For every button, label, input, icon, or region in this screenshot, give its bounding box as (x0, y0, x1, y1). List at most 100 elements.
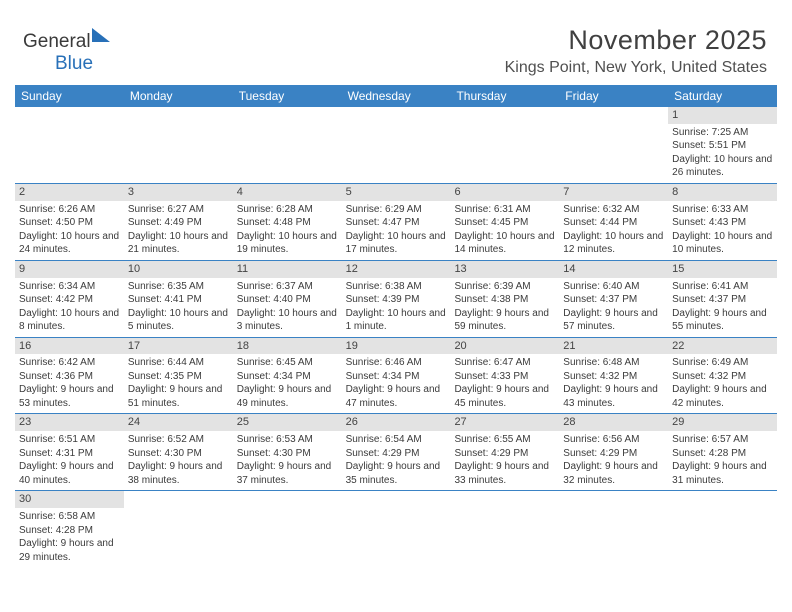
day-cell: 29Sunrise: 6:57 AMSunset: 4:28 PMDayligh… (668, 414, 777, 490)
day-number: 21 (559, 338, 668, 355)
day-cell: 3Sunrise: 6:27 AMSunset: 4:49 PMDaylight… (124, 184, 233, 260)
day-cell (450, 491, 559, 567)
daylight-text: Daylight: 10 hours and 17 minutes. (346, 230, 447, 257)
day-cell: 14Sunrise: 6:40 AMSunset: 4:37 PMDayligh… (559, 261, 668, 337)
day-body: Sunrise: 6:29 AMSunset: 4:47 PMDaylight:… (342, 201, 451, 260)
sunset-text: Sunset: 4:38 PM (454, 293, 555, 307)
day-number: 27 (450, 414, 559, 431)
sunset-text: Sunset: 4:29 PM (454, 447, 555, 461)
sunset-text: Sunset: 4:34 PM (346, 370, 447, 384)
daylight-text: Daylight: 10 hours and 19 minutes. (237, 230, 338, 257)
day-number: 24 (124, 414, 233, 431)
day-body: Sunrise: 6:51 AMSunset: 4:31 PMDaylight:… (15, 431, 124, 490)
day-body: Sunrise: 6:58 AMSunset: 4:28 PMDaylight:… (15, 508, 124, 567)
sunrise-text: Sunrise: 6:34 AM (19, 280, 120, 294)
calendar: Sunday Monday Tuesday Wednesday Thursday… (15, 85, 777, 567)
day-cell: 20Sunrise: 6:47 AMSunset: 4:33 PMDayligh… (450, 338, 559, 414)
location: Kings Point, New York, United States (505, 59, 767, 77)
day-number: 2 (15, 184, 124, 201)
sail-icon (92, 28, 110, 42)
sunset-text: Sunset: 4:43 PM (672, 216, 773, 230)
sunset-text: Sunset: 4:44 PM (563, 216, 664, 230)
sunrise-text: Sunrise: 6:46 AM (346, 356, 447, 370)
sunrise-text: Sunrise: 6:55 AM (454, 433, 555, 447)
day-cell: 23Sunrise: 6:51 AMSunset: 4:31 PMDayligh… (15, 414, 124, 490)
day-body: Sunrise: 6:55 AMSunset: 4:29 PMDaylight:… (450, 431, 559, 490)
week-row: 30Sunrise: 6:58 AMSunset: 4:28 PMDayligh… (15, 491, 777, 567)
day-body: Sunrise: 7:25 AMSunset: 5:51 PMDaylight:… (668, 124, 777, 183)
day-number: 26 (342, 414, 451, 431)
day-number: 14 (559, 261, 668, 278)
day-body: Sunrise: 6:48 AMSunset: 4:32 PMDaylight:… (559, 354, 668, 413)
sunrise-text: Sunrise: 6:31 AM (454, 203, 555, 217)
sunset-text: Sunset: 4:47 PM (346, 216, 447, 230)
sunset-text: Sunset: 4:28 PM (19, 524, 120, 538)
day-cell: 30Sunrise: 6:58 AMSunset: 4:28 PMDayligh… (15, 491, 124, 567)
sunrise-text: Sunrise: 6:33 AM (672, 203, 773, 217)
day-cell: 12Sunrise: 6:38 AMSunset: 4:39 PMDayligh… (342, 261, 451, 337)
daylight-text: Daylight: 9 hours and 55 minutes. (672, 307, 773, 334)
daylight-text: Daylight: 9 hours and 29 minutes. (19, 537, 120, 564)
daylight-text: Daylight: 10 hours and 1 minute. (346, 307, 447, 334)
daylight-text: Daylight: 9 hours and 33 minutes. (454, 460, 555, 487)
sunset-text: Sunset: 4:37 PM (672, 293, 773, 307)
sunset-text: Sunset: 4:37 PM (563, 293, 664, 307)
sunset-text: Sunset: 4:32 PM (563, 370, 664, 384)
sunset-text: Sunset: 4:49 PM (128, 216, 229, 230)
daylight-text: Daylight: 10 hours and 3 minutes. (237, 307, 338, 334)
sunset-text: Sunset: 4:32 PM (672, 370, 773, 384)
day-body: Sunrise: 6:39 AMSunset: 4:38 PMDaylight:… (450, 278, 559, 337)
sunset-text: Sunset: 4:31 PM (19, 447, 120, 461)
logo: General Blue (23, 31, 110, 75)
day-number: 5 (342, 184, 451, 201)
sunrise-text: Sunrise: 6:48 AM (563, 356, 664, 370)
sunrise-text: Sunrise: 6:53 AM (237, 433, 338, 447)
day-cell: 9Sunrise: 6:34 AMSunset: 4:42 PMDaylight… (15, 261, 124, 337)
day-number: 3 (124, 184, 233, 201)
day-body: Sunrise: 6:41 AMSunset: 4:37 PMDaylight:… (668, 278, 777, 337)
sunrise-text: Sunrise: 7:25 AM (672, 126, 773, 140)
day-cell (559, 107, 668, 183)
daylight-text: Daylight: 9 hours and 35 minutes. (346, 460, 447, 487)
day-cell: 18Sunrise: 6:45 AMSunset: 4:34 PMDayligh… (233, 338, 342, 414)
day-number: 9 (15, 261, 124, 278)
sunrise-text: Sunrise: 6:40 AM (563, 280, 664, 294)
day-body: Sunrise: 6:47 AMSunset: 4:33 PMDaylight:… (450, 354, 559, 413)
day-cell (124, 107, 233, 183)
day-cell (342, 491, 451, 567)
day-cell: 24Sunrise: 6:52 AMSunset: 4:30 PMDayligh… (124, 414, 233, 490)
day-body: Sunrise: 6:45 AMSunset: 4:34 PMDaylight:… (233, 354, 342, 413)
daylight-text: Daylight: 9 hours and 53 minutes. (19, 383, 120, 410)
day-number: 16 (15, 338, 124, 355)
sunrise-text: Sunrise: 6:47 AM (454, 356, 555, 370)
day-number: 12 (342, 261, 451, 278)
week-row: 1Sunrise: 7:25 AMSunset: 5:51 PMDaylight… (15, 107, 777, 184)
sunrise-text: Sunrise: 6:52 AM (128, 433, 229, 447)
sunrise-text: Sunrise: 6:49 AM (672, 356, 773, 370)
day-number: 23 (15, 414, 124, 431)
sunset-text: Sunset: 4:33 PM (454, 370, 555, 384)
sunrise-text: Sunrise: 6:32 AM (563, 203, 664, 217)
day-cell: 5Sunrise: 6:29 AMSunset: 4:47 PMDaylight… (342, 184, 451, 260)
day-cell (559, 491, 668, 567)
day-number: 10 (124, 261, 233, 278)
sunrise-text: Sunrise: 6:58 AM (19, 510, 120, 524)
day-cell: 22Sunrise: 6:49 AMSunset: 4:32 PMDayligh… (668, 338, 777, 414)
daylight-text: Daylight: 9 hours and 37 minutes. (237, 460, 338, 487)
day-body: Sunrise: 6:33 AMSunset: 4:43 PMDaylight:… (668, 201, 777, 260)
day-number: 22 (668, 338, 777, 355)
day-cell: 21Sunrise: 6:48 AMSunset: 4:32 PMDayligh… (559, 338, 668, 414)
day-cell: 19Sunrise: 6:46 AMSunset: 4:34 PMDayligh… (342, 338, 451, 414)
day-body: Sunrise: 6:49 AMSunset: 4:32 PMDaylight:… (668, 354, 777, 413)
sunrise-text: Sunrise: 6:57 AM (672, 433, 773, 447)
daylight-text: Daylight: 10 hours and 5 minutes. (128, 307, 229, 334)
daylight-text: Daylight: 10 hours and 26 minutes. (672, 153, 773, 180)
daylight-text: Daylight: 9 hours and 38 minutes. (128, 460, 229, 487)
day-number: 29 (668, 414, 777, 431)
daylight-text: Daylight: 9 hours and 59 minutes. (454, 307, 555, 334)
sunset-text: Sunset: 4:34 PM (237, 370, 338, 384)
day-body: Sunrise: 6:38 AMSunset: 4:39 PMDaylight:… (342, 278, 451, 337)
day-cell: 8Sunrise: 6:33 AMSunset: 4:43 PMDaylight… (668, 184, 777, 260)
day-cell: 25Sunrise: 6:53 AMSunset: 4:30 PMDayligh… (233, 414, 342, 490)
day-cell: 13Sunrise: 6:39 AMSunset: 4:38 PMDayligh… (450, 261, 559, 337)
